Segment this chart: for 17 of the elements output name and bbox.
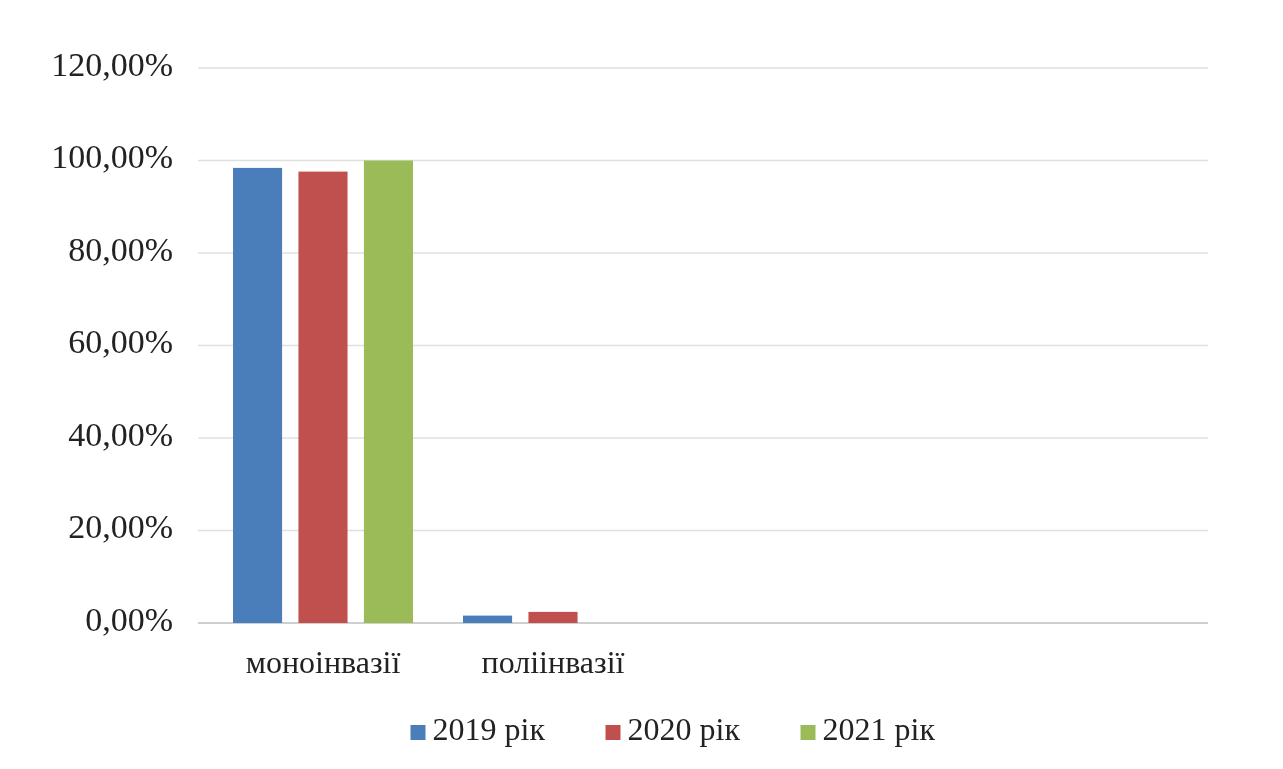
y-tick-label: 20,00% bbox=[68, 508, 173, 546]
legend-label: 2019 рік bbox=[432, 711, 546, 748]
y-tick-label: 80,00% bbox=[68, 230, 173, 268]
bar bbox=[298, 171, 348, 623]
x-tick-label: моноінвазії bbox=[245, 644, 401, 680]
bar bbox=[363, 160, 413, 623]
x-tick-label: поліінвазії bbox=[481, 644, 625, 680]
bar bbox=[528, 611, 578, 623]
bar bbox=[463, 615, 513, 623]
y-tick-label: 120,00% bbox=[51, 45, 173, 83]
legend-label: 2020 рік bbox=[627, 711, 741, 748]
y-tick-label: 100,00% bbox=[51, 138, 173, 176]
bar bbox=[233, 167, 283, 623]
y-tick-label: 60,00% bbox=[68, 323, 173, 361]
y-tick-label: 0,00% bbox=[85, 600, 173, 638]
y-tick-label: 40,00% bbox=[68, 415, 173, 453]
legend-label: 2021 рік bbox=[822, 711, 936, 748]
